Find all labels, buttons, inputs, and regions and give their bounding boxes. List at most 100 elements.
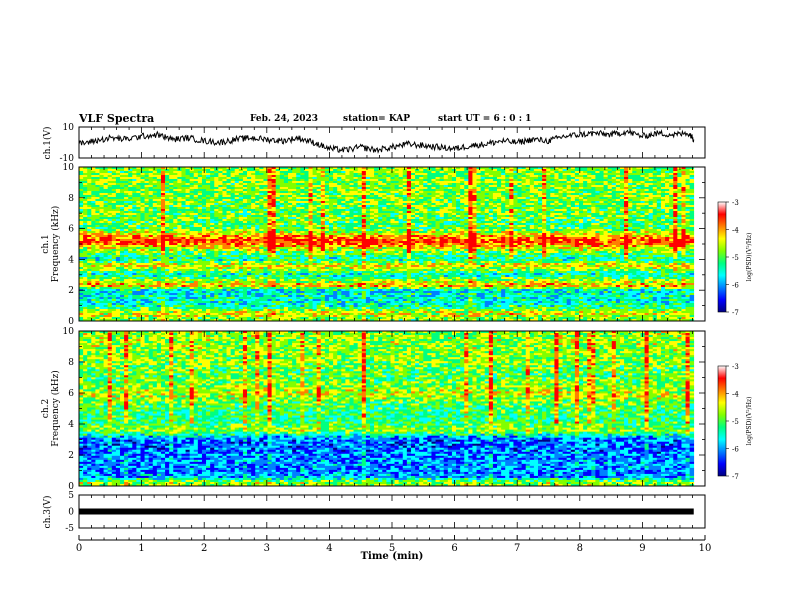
spectrogram-cell [419, 217, 424, 220]
spectrogram-cell [451, 231, 457, 234]
spectrogram-cell [546, 195, 551, 198]
spectrogram-cell [497, 169, 502, 172]
spectrogram-cell [419, 229, 424, 232]
spectrogram-cell [505, 173, 510, 176]
spectrogram-cell [447, 187, 453, 190]
spectrogram-cell [505, 197, 510, 200]
spectrogram-cell [685, 169, 690, 172]
spectrogram-cell [378, 209, 383, 212]
spectrogram-cell [386, 227, 391, 230]
spectrogram-cell [542, 193, 547, 196]
spectrogram-cell [406, 229, 412, 232]
spectrogram-cell [83, 221, 88, 224]
spectrogram-cell [378, 177, 383, 180]
spectrogram-cell [443, 195, 449, 198]
spectrogram-cell [283, 215, 289, 218]
spectrogram-cell [189, 169, 195, 172]
spectrogram-cell [390, 207, 395, 210]
spectrogram-cell [460, 185, 465, 188]
spectrogram-cell [353, 219, 359, 222]
spectrogram-cell [382, 197, 387, 200]
spectrogram-cell [316, 209, 322, 212]
spectrogram-cell [673, 231, 678, 234]
spectrogram-cell [95, 201, 100, 204]
spectrogram-cell [271, 187, 277, 190]
spectrogram-cell [132, 183, 137, 186]
spectrogram-cell [607, 231, 613, 234]
spectrogram-cell [673, 211, 678, 214]
spectrogram-cell [263, 181, 268, 184]
spectrogram-cell [439, 229, 445, 232]
spectrogram-cell [406, 205, 412, 208]
spectrogram-cell [464, 209, 469, 212]
spectrogram-cell [337, 221, 342, 224]
spectrogram-cell [91, 207, 96, 210]
spectrogram-cell [677, 175, 682, 178]
spectrogram-cell [316, 217, 322, 220]
spectrogram-cell [480, 187, 486, 190]
spectrogram-cell [677, 205, 682, 208]
spectrogram-cell [513, 195, 518, 198]
spectrogram-cell [443, 211, 449, 214]
spectrogram-cell [599, 223, 604, 226]
spectrogram-cell [111, 221, 117, 224]
spectrogram-cell [259, 223, 264, 226]
spectrogram-cell [279, 217, 285, 220]
spectrogram-cell [648, 213, 654, 216]
spectrogram-cell [349, 205, 354, 208]
spectrogram-cell [669, 185, 674, 188]
spectrogram-cell [652, 225, 658, 228]
spectrogram-cell [464, 223, 469, 226]
spectrogram-cell [353, 213, 359, 216]
spectrogram-cell [640, 199, 645, 202]
spectrogram-cell [91, 189, 96, 192]
spectrogram-cell [87, 221, 92, 224]
spectrogram-cell [611, 193, 617, 196]
spectrogram-cell [665, 189, 670, 192]
spectrogram-cell [550, 191, 555, 194]
spectrogram-cell [374, 191, 379, 194]
spectrogram-cell [501, 215, 506, 218]
spectrogram-cell [456, 227, 461, 230]
spectrogram-cell [439, 195, 445, 198]
spectrogram-cell [505, 193, 510, 196]
spectrogram-cell [378, 201, 383, 204]
spectrogram-cell [525, 205, 531, 208]
spectrogram-cell [333, 185, 338, 188]
spectrogram-cell [177, 217, 182, 220]
spectrogram-cell [378, 205, 383, 208]
spectrogram-cell [673, 195, 678, 198]
spectrogram-cell [304, 213, 309, 216]
spectrogram-cell [255, 169, 260, 172]
spectrogram-cell [226, 169, 231, 172]
spectrogram-cell [247, 183, 252, 186]
spectrogram-cell [148, 179, 154, 182]
spectrogram-cell [218, 183, 223, 186]
spectrogram-cell [689, 199, 695, 202]
spectrogram-cell [513, 203, 518, 206]
spectrogram-cell [275, 193, 281, 196]
spectrogram-cell [230, 177, 236, 180]
spectrogram-cell [660, 227, 666, 230]
spectrogram-cell [374, 203, 379, 206]
spectrogram-cell [472, 225, 477, 228]
spectrogram-cell [136, 179, 141, 182]
spectrogram-cell [525, 181, 531, 184]
spectrogram-cell [460, 181, 465, 184]
spectrogram-cell [173, 177, 178, 180]
spectrogram-cell [107, 225, 113, 228]
spectrogram-cell [521, 191, 527, 194]
spectrogram-cell [554, 227, 559, 230]
spectrogram-cell [558, 179, 563, 182]
spectrogram-cell [595, 177, 600, 180]
spectrogram-cell [468, 207, 473, 210]
spectrogram-cell [341, 215, 346, 218]
spectrogram-cell [156, 203, 162, 206]
spectrogram-cell [415, 187, 420, 190]
spectrogram-cell [279, 229, 285, 232]
spectrogram-cell [566, 173, 572, 176]
spectrogram-cell [685, 187, 690, 190]
spectrogram-cell [255, 197, 260, 200]
spectrogram-cell [255, 215, 260, 218]
spectrogram-cell [115, 207, 121, 210]
